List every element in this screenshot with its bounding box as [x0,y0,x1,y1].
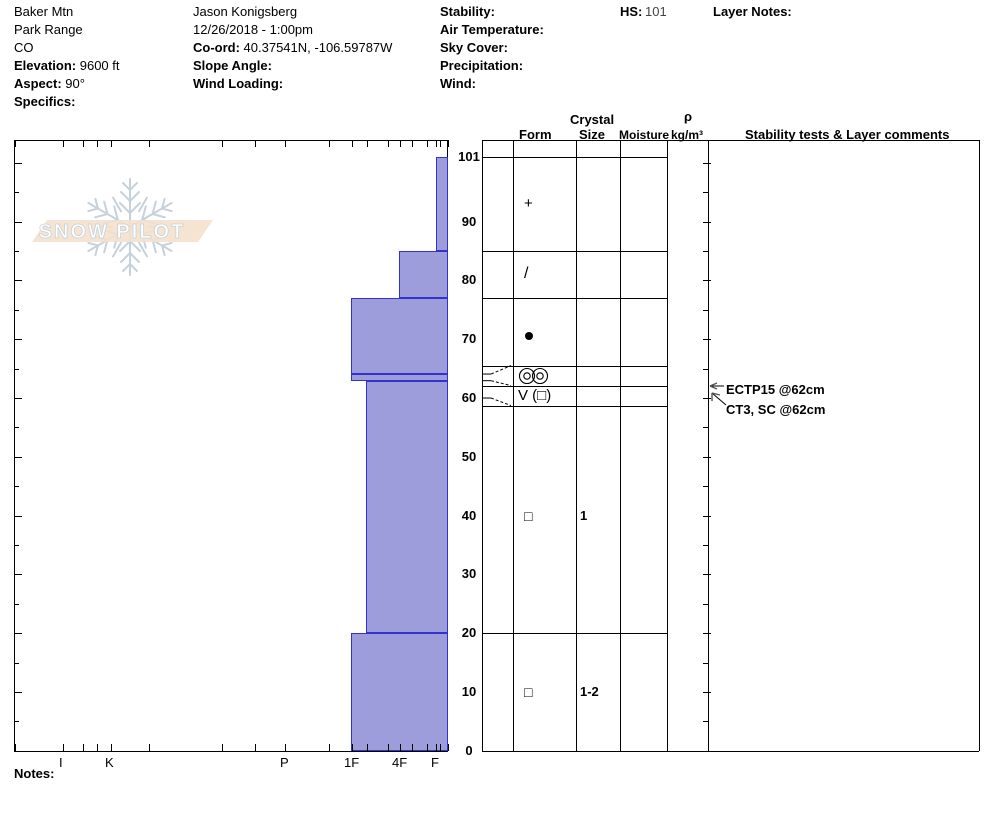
svg-text:SNOW PILOT: SNOW PILOT [39,221,186,243]
